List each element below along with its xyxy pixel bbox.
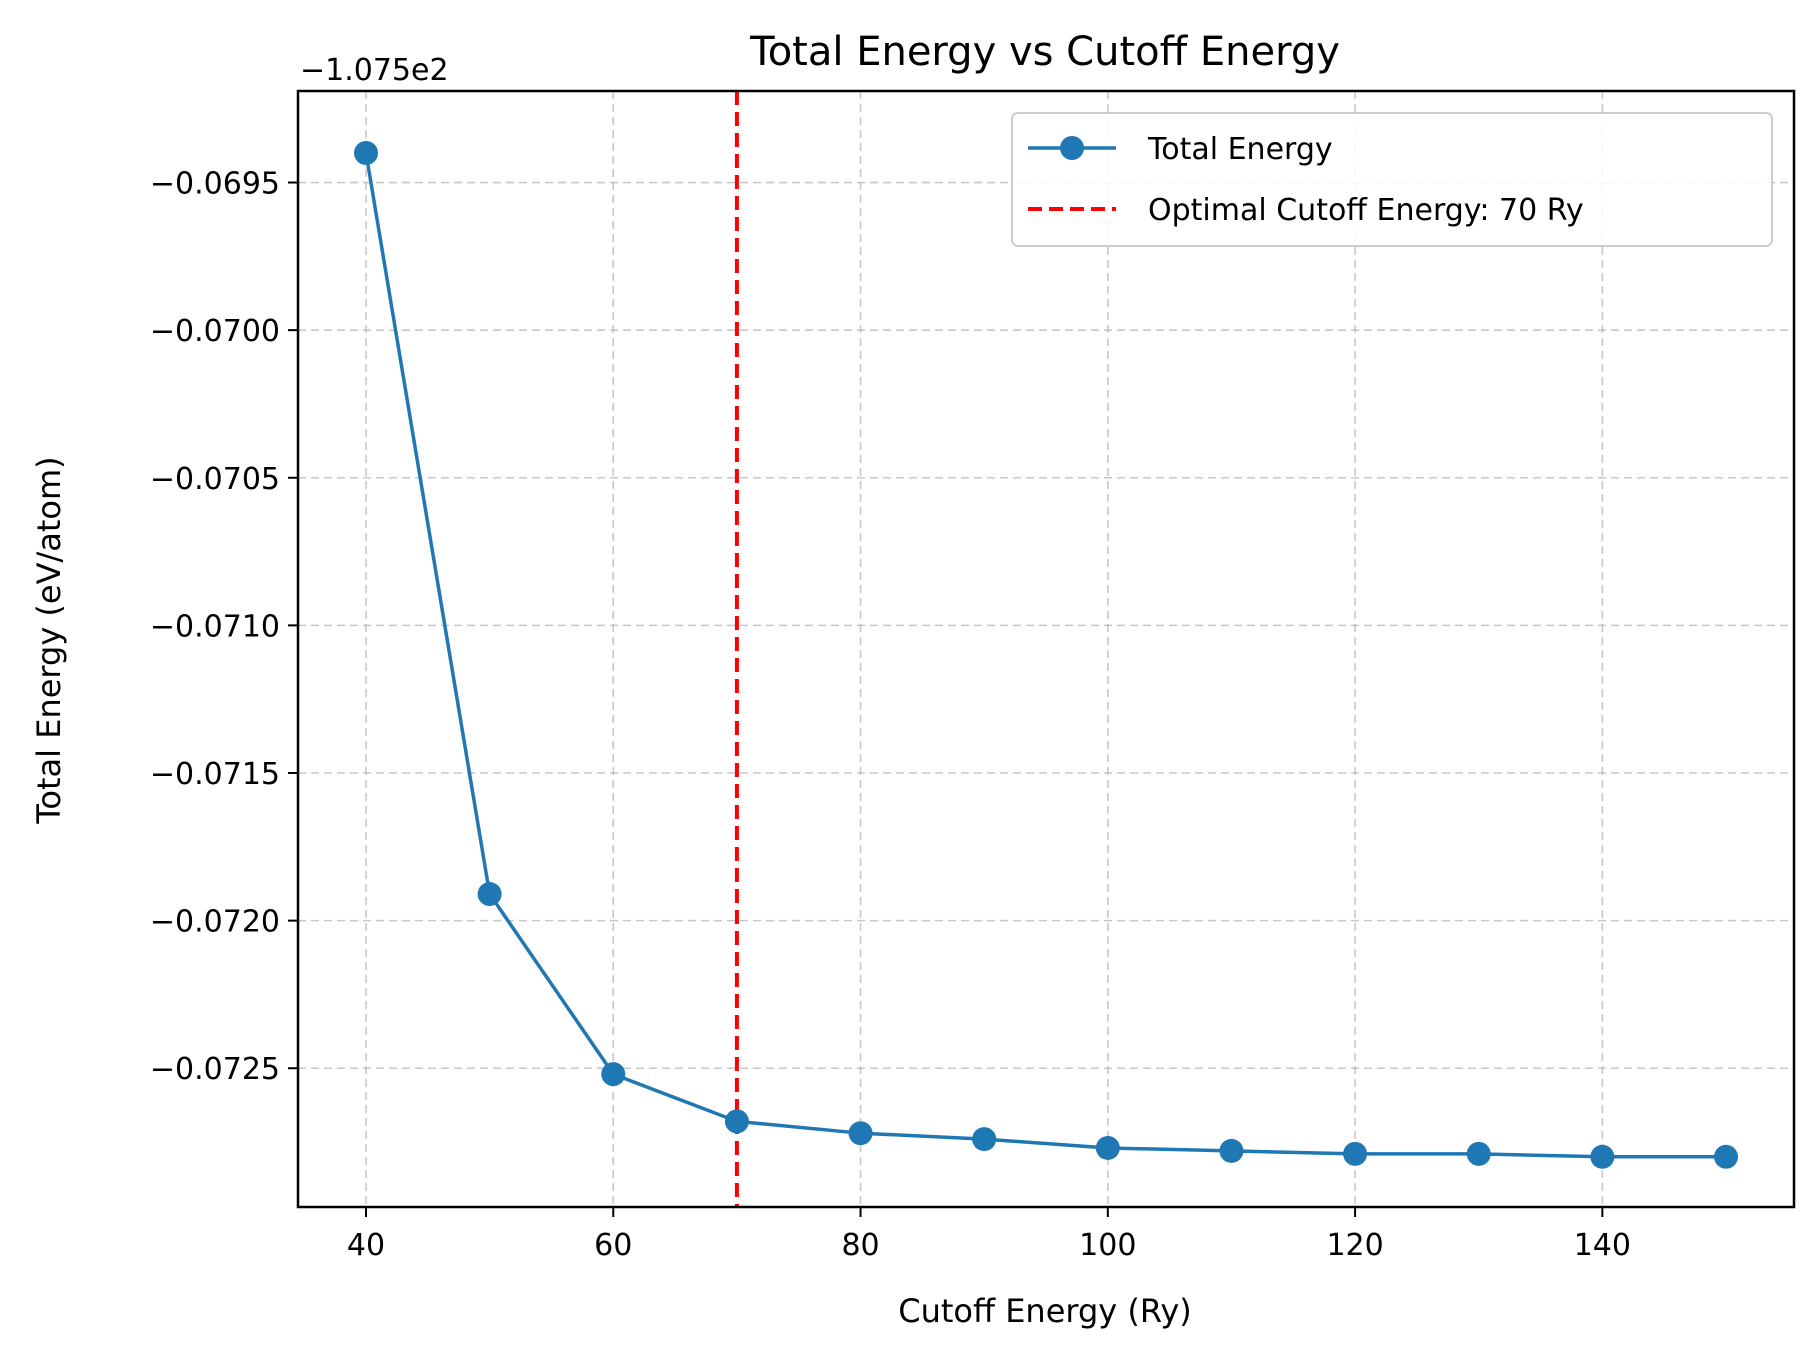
legend-box bbox=[1011, 112, 1773, 247]
data-point bbox=[477, 882, 502, 907]
data-point bbox=[601, 1062, 626, 1087]
x-tick-label: 40 bbox=[347, 1228, 385, 1263]
x-tick-label: 100 bbox=[1079, 1228, 1136, 1263]
legend-marker-total-energy bbox=[1060, 136, 1084, 160]
data-point bbox=[1095, 1135, 1120, 1160]
legend-label-optimal-cutoff: Optimal Cutoff Energy: 70 Ry bbox=[1148, 193, 1584, 228]
data-point bbox=[1466, 1141, 1491, 1166]
series-layer bbox=[354, 141, 1738, 1169]
legend-label-total-energy: Total Energy bbox=[1147, 132, 1333, 167]
y-tick-label: −0.0715 bbox=[150, 757, 280, 792]
series-line-total-energy bbox=[364, 152, 1726, 1159]
x-tick-label: 120 bbox=[1326, 1228, 1383, 1263]
chart-title: Total Energy vs Cutoff Energy bbox=[749, 29, 1340, 75]
y-tick-label: −0.0695 bbox=[150, 167, 280, 202]
legend: Total Energy Optimal Cutoff Energy: 70 R… bbox=[1011, 112, 1773, 247]
tick-layer: 40 60 80 100 120 140 −0.0695 −0.0700 −0.0705 −0.0… bbox=[150, 167, 1631, 1263]
data-point bbox=[1343, 1141, 1368, 1166]
y-tick-label: −0.0725 bbox=[150, 1052, 280, 1087]
grid bbox=[298, 91, 1794, 1207]
x-axis-label: Cutoff Energy (Ry) bbox=[898, 1292, 1192, 1330]
data-point bbox=[724, 1109, 749, 1134]
data-point bbox=[1590, 1144, 1615, 1169]
x-tick-label: 80 bbox=[841, 1228, 879, 1263]
data-point bbox=[1219, 1138, 1244, 1163]
y-tick-label: −0.0710 bbox=[150, 609, 280, 644]
x-tick-label: 60 bbox=[594, 1228, 632, 1263]
y-tick-label: −0.0705 bbox=[150, 462, 280, 497]
data-point bbox=[1714, 1144, 1738, 1169]
y-axis-label: Total Energy (eV/atom) bbox=[30, 456, 68, 824]
data-point bbox=[972, 1127, 997, 1152]
plot-frame bbox=[296, 89, 1796, 1209]
data-point bbox=[354, 141, 378, 165]
data-point bbox=[848, 1121, 873, 1146]
y-tick-label: −0.0700 bbox=[150, 314, 280, 349]
x-tick-label: 140 bbox=[1574, 1228, 1631, 1263]
y-tick-label: −0.0720 bbox=[150, 905, 280, 940]
y-offset-label: −1.075e2 bbox=[300, 53, 449, 88]
